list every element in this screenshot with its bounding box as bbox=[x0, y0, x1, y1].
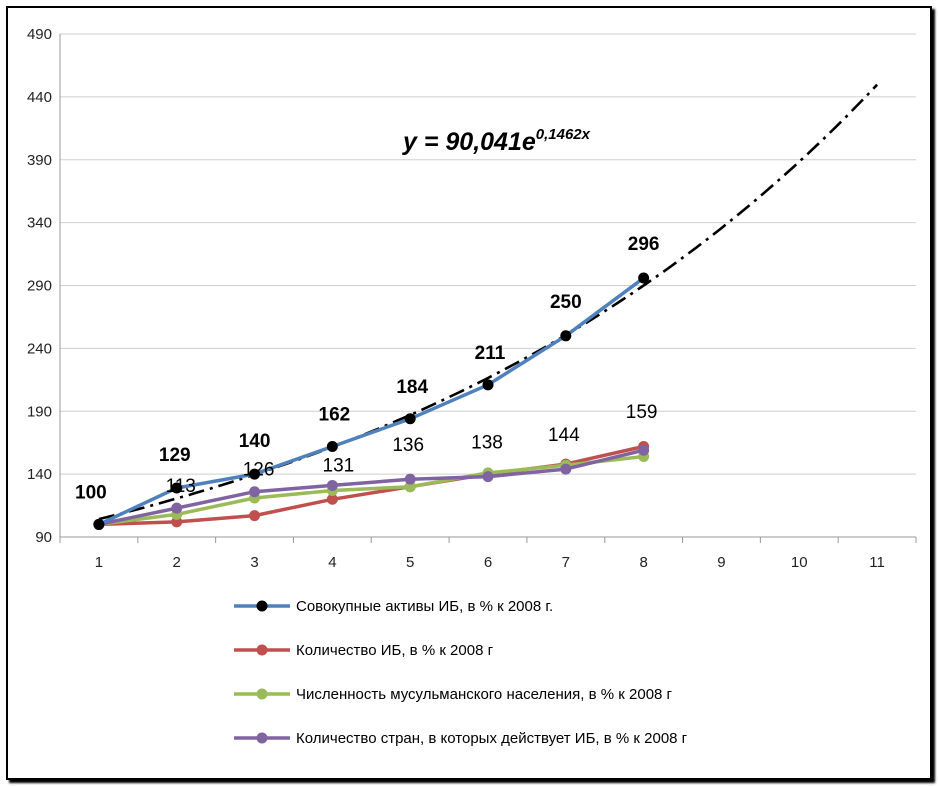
x-tick-label: 11 bbox=[869, 554, 885, 571]
trendline bbox=[98, 83, 879, 521]
data-point bbox=[171, 482, 183, 494]
x-tick-label: 7 bbox=[562, 554, 570, 571]
data-label: 162 bbox=[319, 404, 351, 425]
y-axis-ticks: 490 440 390 340 290 240 190 140 90 bbox=[27, 26, 52, 546]
data-label: 140 bbox=[239, 431, 271, 452]
x-tick-label: 5 bbox=[406, 554, 414, 571]
y-tick-label: 390 bbox=[27, 152, 52, 169]
y-tick-label: 440 bbox=[27, 89, 52, 106]
data-point bbox=[482, 471, 494, 483]
data-point bbox=[560, 330, 572, 342]
data-label: 126 bbox=[243, 460, 275, 481]
data-label: 129 bbox=[159, 445, 191, 466]
x-tick-label: 3 bbox=[250, 554, 258, 571]
x-tick-label: 10 bbox=[791, 554, 808, 571]
x-tick-label: 1 bbox=[95, 554, 103, 571]
y-tick-label: 490 bbox=[27, 26, 52, 43]
data-point bbox=[171, 502, 183, 514]
x-tick-label: 6 bbox=[484, 554, 492, 571]
data-point bbox=[326, 479, 338, 491]
data-point bbox=[249, 486, 261, 498]
data-point bbox=[638, 272, 650, 284]
legend-marker bbox=[256, 732, 268, 744]
legend: Совокупные активы ИБ, в % к 2008 г. Колич… bbox=[234, 598, 688, 747]
trendline-path bbox=[98, 83, 879, 521]
x-axis-ticks: 1 2 3 4 5 6 7 8 9 10 11 bbox=[95, 554, 885, 571]
series-line bbox=[98, 276, 645, 526]
series-line bbox=[98, 454, 644, 527]
data-label: 113 bbox=[166, 476, 196, 497]
equation-exponent: 0,1462x bbox=[536, 126, 591, 143]
series-line bbox=[98, 448, 645, 527]
legend-entry: Совокупные активы ИБ, в % к 2008 г. bbox=[296, 598, 553, 615]
data-label: 138 bbox=[471, 433, 503, 454]
trendline-equation: y = 90,041e0,1462x bbox=[401, 126, 591, 156]
data-label: 136 bbox=[392, 435, 424, 456]
data-point bbox=[171, 516, 183, 528]
data-point bbox=[404, 473, 416, 485]
data-point bbox=[638, 444, 650, 456]
series-lines bbox=[93, 272, 650, 530]
data-label: 211 bbox=[475, 343, 506, 364]
data-point bbox=[326, 440, 338, 452]
data-point bbox=[404, 413, 416, 425]
data-label: 100 bbox=[75, 482, 107, 503]
chart-frame: 490 440 390 340 290 240 190 140 90 1 2 3 4 5 6 7 8 9 10 11… bbox=[6, 6, 932, 780]
x-tick-label: 4 bbox=[328, 554, 336, 571]
y-tick-label: 90 bbox=[35, 529, 52, 546]
y-tick-label: 340 bbox=[27, 215, 52, 232]
data-point bbox=[482, 379, 494, 391]
legend-entry: Количество стран, в которых действует ИБ… bbox=[296, 730, 688, 747]
legend-entry: Количество ИБ, в % к 2008 г bbox=[296, 642, 494, 659]
legend-entry: Численность мусульманского населения, в … bbox=[296, 686, 673, 703]
legend-marker bbox=[256, 600, 268, 612]
data-label: 184 bbox=[396, 377, 428, 398]
y-tick-label: 190 bbox=[27, 403, 52, 420]
x-tick-label: 2 bbox=[173, 554, 181, 571]
data-point bbox=[249, 510, 261, 522]
axes bbox=[59, 34, 917, 543]
x-tick-label: 8 bbox=[639, 554, 647, 571]
data-label: 144 bbox=[548, 425, 580, 446]
legend-marker bbox=[256, 688, 268, 700]
data-point bbox=[404, 481, 416, 493]
gridlines bbox=[60, 33, 916, 475]
x-tick-label: 9 bbox=[717, 554, 725, 571]
equation-main: y = 90,041e bbox=[401, 128, 536, 156]
legend-marker bbox=[256, 644, 268, 656]
y-tick-label: 140 bbox=[27, 466, 52, 483]
data-labels: 100 129 140 162 184 211 250 296 113 126 131 136 138 1… bbox=[75, 234, 659, 503]
y-tick-label: 240 bbox=[27, 340, 52, 357]
y-tick-label: 290 bbox=[27, 278, 52, 295]
data-point bbox=[249, 468, 261, 480]
data-label: 131 bbox=[323, 455, 355, 476]
data-point bbox=[326, 493, 338, 505]
data-label: 159 bbox=[626, 402, 658, 423]
data-point bbox=[93, 518, 105, 530]
data-label: 250 bbox=[550, 292, 582, 313]
data-point bbox=[560, 463, 572, 475]
data-label: 296 bbox=[628, 234, 660, 255]
line-chart: 490 440 390 340 290 240 190 140 90 1 2 3 4 5 6 7 8 9 10 11… bbox=[27, 26, 917, 747]
